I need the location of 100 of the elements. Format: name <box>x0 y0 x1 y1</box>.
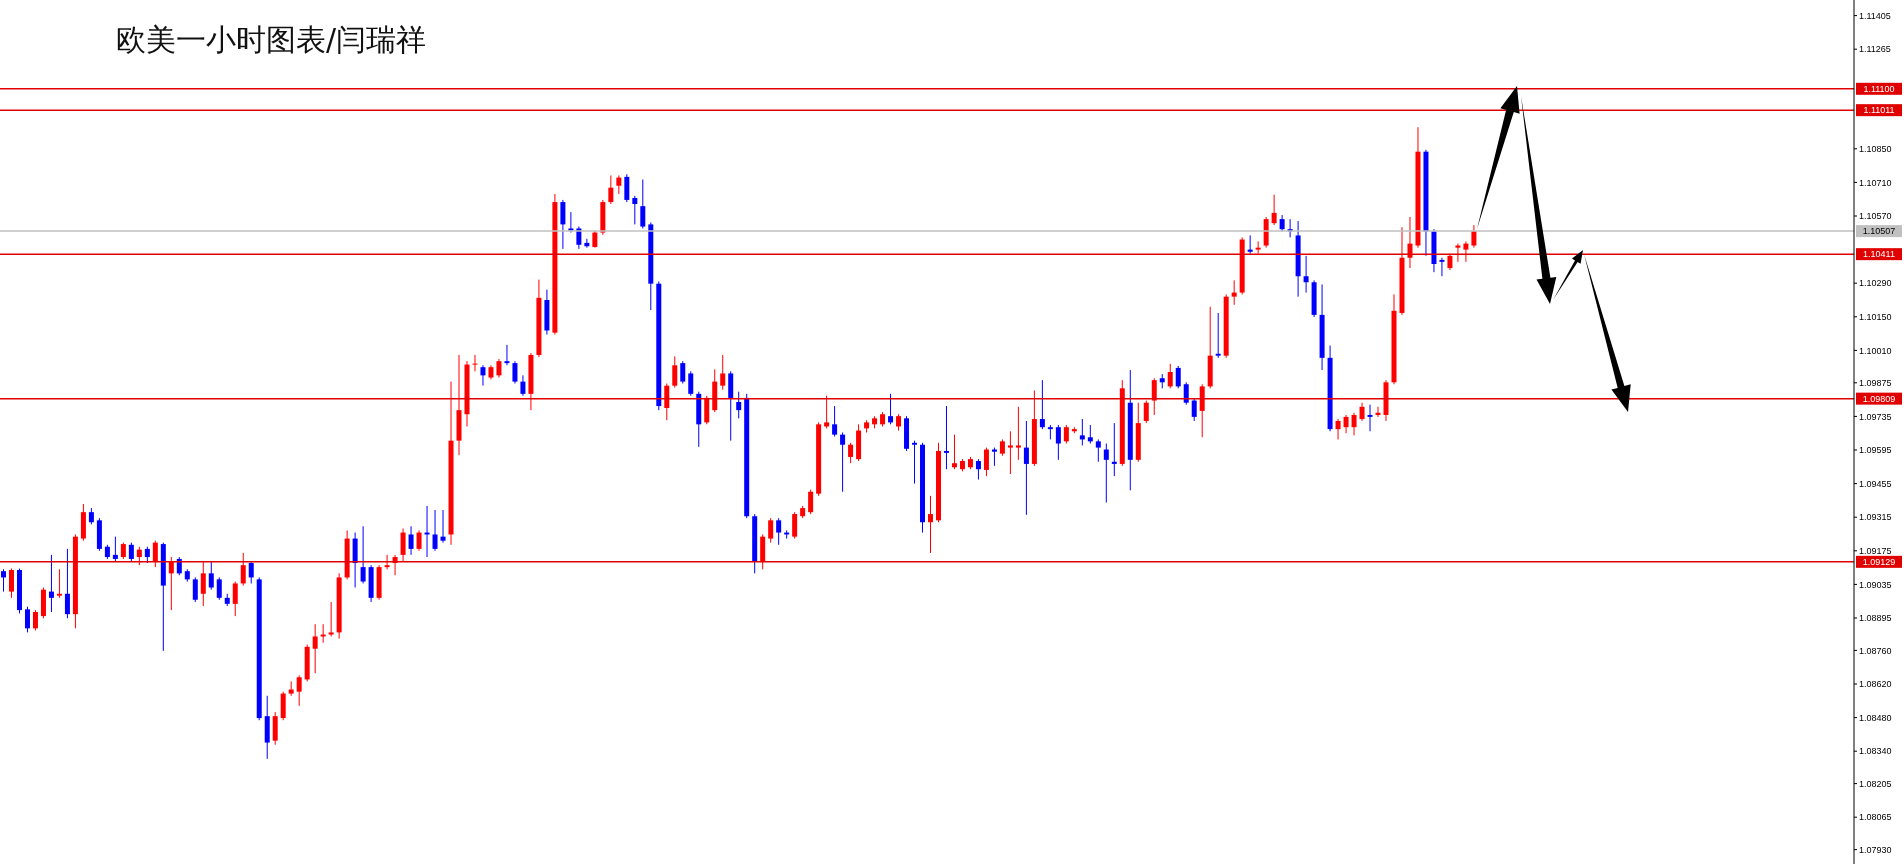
candlestick <box>912 440 918 485</box>
candlestick <box>1015 406 1021 461</box>
candlestick <box>1303 255 1309 294</box>
candlestick <box>840 431 846 493</box>
y-tick-label: 1.11265 <box>1859 44 1891 55</box>
candlestick <box>808 489 814 515</box>
candlestick <box>520 374 526 397</box>
y-tick-label: 1.08205 <box>1859 778 1892 789</box>
y-tick-label: 1.09315 <box>1859 512 1892 523</box>
candlestick <box>216 576 222 601</box>
candlestick <box>24 606 30 633</box>
candlestick <box>1367 404 1373 432</box>
candlestick <box>1463 240 1469 263</box>
candlestick <box>112 536 118 562</box>
candlestick <box>432 509 438 552</box>
y-tick-label: 1.10150 <box>1859 311 1892 322</box>
candlestick <box>832 405 838 438</box>
candlestick <box>400 527 406 562</box>
y-tick-label: 1.10710 <box>1859 177 1892 188</box>
candlestick <box>640 179 646 229</box>
candlestick <box>416 529 422 552</box>
candlestick <box>736 391 742 419</box>
candlestick <box>576 226 582 250</box>
candlestick <box>48 554 54 613</box>
candlestick <box>616 174 622 195</box>
y-tick-label: 1.09595 <box>1859 445 1892 456</box>
candlestick <box>1471 224 1477 249</box>
y-tick-label: 1.09455 <box>1859 478 1892 489</box>
candlestick <box>632 195 638 225</box>
candlestick <box>1007 430 1013 475</box>
candlestick <box>1151 377 1157 416</box>
candlestick <box>1103 443 1109 504</box>
y-tick-label: 1.08480 <box>1859 712 1892 723</box>
candlestick <box>32 609 38 631</box>
y-tick-label: 1.08340 <box>1859 746 1892 757</box>
candlestick <box>408 525 414 556</box>
y-tick-label: 1.09875 <box>1859 377 1892 388</box>
candlestick <box>720 354 726 391</box>
candlestick <box>943 405 949 470</box>
y-tick-label: 1.08065 <box>1859 812 1892 823</box>
candlestick <box>64 548 70 619</box>
candlestick <box>232 581 238 617</box>
y-tick-label: 1.10850 <box>1859 144 1892 154</box>
candlestick <box>664 383 670 421</box>
candlestick <box>848 442 854 464</box>
candlestick <box>1063 424 1069 445</box>
candlestick <box>56 568 62 599</box>
candlestick <box>240 552 246 587</box>
candlestick <box>1247 234 1253 255</box>
candlestick <box>1455 243 1461 263</box>
candlestick <box>1111 422 1117 477</box>
candlestick <box>1359 402 1365 422</box>
candlestick <box>496 358 502 379</box>
candlestick <box>991 447 997 467</box>
candlestick <box>951 434 957 470</box>
y-tick-label: 1.10290 <box>1859 278 1892 289</box>
y-tick-label: 1.08760 <box>1859 645 1892 656</box>
y-tick-label: 1.08620 <box>1859 679 1892 690</box>
candlestick <box>440 509 446 544</box>
candlestick <box>975 458 981 481</box>
candlestick <box>1055 424 1061 461</box>
text: 欧美一小时图表/闫瑞祥 <box>116 22 427 58</box>
y-tick-label: 1.08895 <box>1859 613 1892 624</box>
candlestick <box>1335 418 1341 440</box>
y-tick-label: 1.10570 <box>1859 211 1892 222</box>
y-tick-label: 1.10010 <box>1859 345 1892 356</box>
candlestick <box>1175 365 1181 389</box>
ref-line-label: 1.11100 <box>1863 83 1895 94</box>
candlestick <box>8 568 14 599</box>
candlestick <box>1183 381 1189 406</box>
candlestick <box>1439 257 1445 277</box>
candlestick <box>1039 379 1045 430</box>
candlestick <box>472 354 478 372</box>
candlestick <box>1215 312 1221 359</box>
candlestick <box>208 560 214 591</box>
candlestick <box>1167 363 1173 389</box>
candlestick <box>192 576 198 603</box>
candlestick <box>688 370 694 397</box>
candlestick <box>983 447 989 477</box>
candlestick <box>1271 194 1277 226</box>
candlestick <box>1079 418 1085 446</box>
candlestick <box>128 542 134 562</box>
candlestick <box>1351 412 1357 436</box>
candlestick <box>480 364 486 387</box>
candlestick <box>512 360 518 385</box>
candlestick <box>560 199 566 250</box>
candlestick <box>360 525 366 584</box>
ref-line-label: 1.09129 <box>1862 556 1896 567</box>
candlestick <box>624 173 630 203</box>
candlestick <box>1023 420 1029 516</box>
candlestick <box>680 360 686 385</box>
candlestick <box>152 540 158 568</box>
candlestick <box>824 395 830 429</box>
ref-line-label: 1.10411 <box>1863 249 1895 260</box>
candlestick <box>1143 400 1149 424</box>
candlestick <box>1191 398 1197 422</box>
candlestick <box>928 495 933 554</box>
y-tick-label: 1.09175 <box>1859 545 1892 556</box>
candlestick <box>792 511 798 540</box>
candlestick <box>1343 414 1349 434</box>
